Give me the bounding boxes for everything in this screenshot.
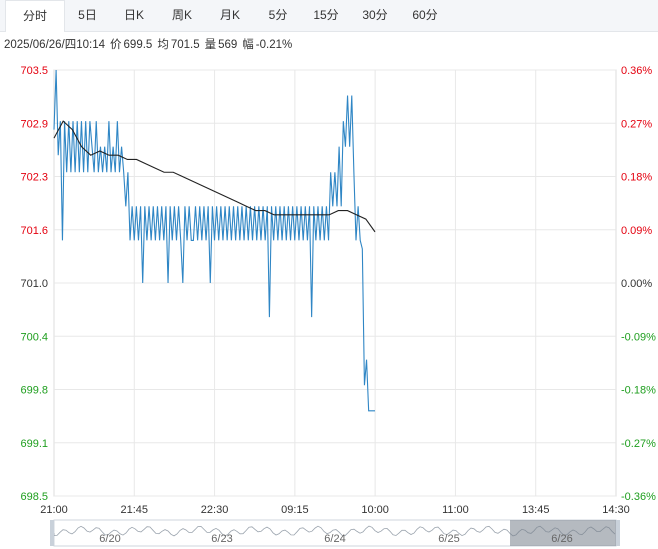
y-tick-label: 703.5 [20,65,48,77]
y-pct-tick-label: -0.09% [621,331,656,343]
x-tick-label: 22:30 [201,504,229,516]
y-tick-label: 702.9 [20,118,48,130]
tab-5[interactable]: 5分 [268,8,288,22]
y-pct-tick-label: -0.18% [621,385,656,397]
navigator-date-label: 6/20 [99,533,120,545]
avg-value: 701.5 [170,39,200,51]
y-tick-label: 698.5 [20,491,48,503]
x-tick-label: 21:45 [121,504,149,516]
x-tick-label: 21:00 [40,504,68,516]
navigator-date-label: 6/25 [438,533,459,545]
navigator-date-label: 6/24 [324,533,345,545]
x-tick-label: 13:45 [522,504,550,516]
period-tab-bar: 分时 5日 日K 周K 月K 5分 15分 30分 60分 [0,0,658,32]
x-tick-label: 10:00 [361,504,389,516]
y-tick-label: 702.3 [20,172,48,184]
tab-7[interactable]: 30分 [362,8,388,22]
y-pct-tick-label: 0.18% [621,172,652,184]
quote-datetime: 2025/06/26/四10:14 [4,39,106,51]
navigator-right-handle [616,520,620,546]
y-pct-tick-label: 0.36% [621,65,652,77]
avg-label: 均 [157,39,169,51]
price-value: 699.5 [123,39,153,51]
y-tick-label: 700.4 [20,331,48,343]
y-tick-label: 699.1 [20,438,48,450]
tab-8[interactable]: 60分 [412,8,438,22]
change-value: -0.21% [255,39,293,51]
tab-3[interactable]: 周K [171,8,192,22]
y-pct-tick-label: -0.36% [621,491,656,503]
change-label: 幅 [242,39,254,51]
navigator-date-label: 6/26 [551,533,572,545]
y-pct-tick-label: 0.27% [621,118,652,130]
y-pct-tick-label: 0.09% [621,225,652,237]
x-tick-label: 11:00 [442,504,469,516]
navigator-date-label: 6/23 [211,533,232,545]
tab-4[interactable]: 月K [219,8,240,22]
volume-value: 569 [218,39,238,51]
volume-label: 量 [204,39,217,51]
navigator-selection [510,520,616,546]
y-tick-label: 701.6 [20,225,48,237]
tab-1[interactable]: 5日 [78,8,97,22]
y-tick-label: 699.8 [20,385,48,397]
navigator-left-handle [50,520,54,546]
tab-2[interactable]: 日K [123,8,144,22]
quote-info-line: 2025/06/26/四10:14 价 699.5 均 701.5 量 569 幅 -0.21% [4,36,297,52]
tab-6[interactable]: 15分 [313,8,339,22]
y-pct-tick-label: -0.27% [621,438,656,450]
average-line [53,120,376,233]
x-tick-label: 09:15 [281,504,309,516]
y-tick-label: 701.0 [20,278,48,290]
tab-0[interactable]: 分时 [5,0,65,32]
y-pct-tick-label: 0.00% [621,278,652,290]
x-tick-label: 14:30 [602,504,630,516]
price-label: 价 [110,39,122,51]
price-line [53,69,375,412]
